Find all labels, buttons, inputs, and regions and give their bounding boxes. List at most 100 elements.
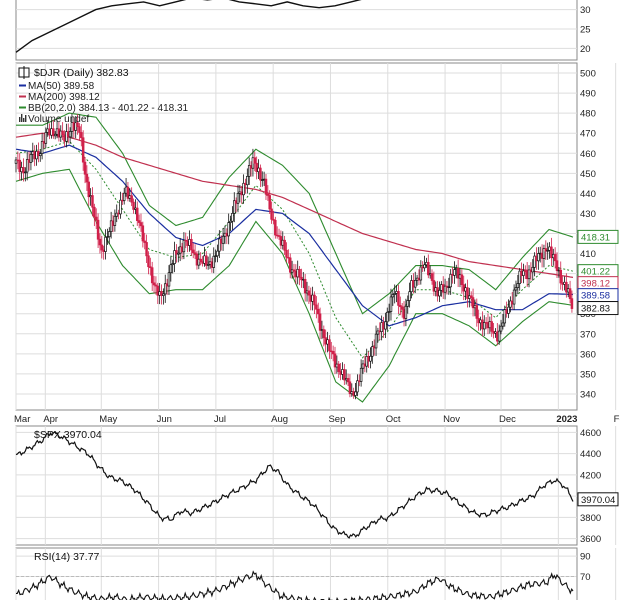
candle-body: [503, 309, 507, 324]
candle-body: [384, 321, 387, 330]
candle-body: [106, 236, 109, 238]
candle-body: [85, 173, 89, 183]
candle-body: [307, 290, 311, 296]
candle-body: [87, 181, 91, 198]
candle-body: [119, 199, 122, 215]
rsi-panel: 90 70: [15, 547, 617, 600]
candle-body: [497, 330, 501, 342]
price-y-tick-label: 440: [580, 189, 596, 200]
spx-line: [15, 431, 574, 539]
candle-body: [298, 268, 301, 278]
candle-body: [371, 346, 374, 357]
candle-body: [447, 286, 451, 289]
candle-body: [231, 212, 234, 222]
candle-body: [391, 294, 395, 298]
candle-body: [96, 219, 100, 240]
candle-body: [246, 175, 249, 186]
candle-body: [337, 363, 340, 372]
candle-body: [98, 238, 102, 246]
spx-value-tag-box: [577, 492, 619, 507]
candle-body: [173, 250, 176, 264]
candle-body: [456, 267, 460, 279]
candle-body: [449, 273, 452, 288]
candle-body: [24, 171, 27, 174]
candle-body: [242, 182, 245, 196]
candle-body: [93, 206, 96, 218]
top-y-tick-label: 30: [580, 5, 591, 16]
spx-label: $SPX 3970.04: [34, 429, 102, 441]
price-y-tick-label: 340: [580, 389, 596, 400]
candle-body: [475, 305, 479, 319]
candle-body: [399, 305, 402, 308]
price-value-tag-box: [577, 301, 619, 316]
price-y-tick-label: 500: [580, 69, 596, 80]
candle-body: [80, 132, 83, 139]
candle-body: [236, 193, 240, 204]
candle-body: [61, 130, 64, 136]
spx-y-tick-label: 4200: [580, 470, 601, 481]
candle-body: [419, 266, 423, 281]
spx-panel: 4600440042004000380036003970.04: [15, 425, 619, 546]
candle-body: [318, 313, 322, 331]
candle-body: [259, 167, 262, 181]
price-value-tag: 418.31: [581, 232, 610, 243]
candle-body: [354, 391, 357, 396]
price-y-tick-label: 360: [580, 349, 596, 360]
bb-lower-line: [15, 168, 574, 403]
candle-body: [356, 380, 359, 393]
candle-body: [91, 195, 94, 208]
volume-bars-icon: [25, 115, 27, 122]
price-x-tick-label: Dec: [499, 414, 516, 425]
candle-body: [190, 238, 193, 251]
candle-body: [483, 322, 486, 330]
candle-body: [546, 249, 549, 252]
candle-body: [471, 297, 475, 309]
candle-body: [292, 269, 296, 272]
candle-body: [212, 255, 215, 268]
candle-body: [408, 291, 411, 301]
ma200-line: [15, 132, 574, 278]
legend-ma200-label: MA(200) 398.12: [28, 92, 100, 103]
candle-body: [570, 298, 574, 309]
candle-body: [313, 294, 316, 306]
candle-body: [143, 240, 146, 243]
candle-body: [132, 201, 135, 210]
candle-body: [53, 133, 57, 137]
candle-body: [255, 162, 258, 173]
legend-ma50-label: MA(50) 389.58: [28, 81, 95, 92]
candle-body: [113, 215, 117, 226]
rsi-legend: RSI(14) 37.77: [34, 551, 100, 563]
candle-body: [333, 353, 337, 368]
candle-body: [266, 193, 270, 196]
candle-body: [555, 260, 559, 271]
candle-body: [94, 216, 98, 221]
candle-body: [206, 264, 210, 266]
candle-body: [182, 239, 186, 253]
candle-body: [191, 249, 195, 254]
candle-body: [300, 276, 303, 281]
candle-body: [108, 231, 111, 238]
candle-body: [369, 355, 372, 362]
candle-body: [154, 284, 158, 287]
price-value-tag: 401.22: [581, 267, 610, 278]
price-y-tick-label: 490: [580, 89, 596, 100]
candle-body: [169, 264, 173, 274]
price-x-tick-label: Sep: [328, 414, 345, 425]
price-y-tick-label: 370: [580, 329, 596, 340]
candle-body: [400, 306, 404, 310]
candle-body: [565, 281, 568, 293]
top-y-tick-label: 20: [580, 44, 591, 55]
candle-body: [316, 308, 320, 315]
candle-body: [553, 254, 557, 262]
candle-body: [501, 322, 505, 327]
candle-body: [522, 270, 525, 276]
candle-body: [205, 255, 208, 266]
rsi-y-tick-label: 70: [580, 572, 591, 583]
candle-body: [156, 285, 160, 296]
candle-body: [413, 279, 417, 288]
candle-body: [145, 242, 148, 257]
volume-bars-icon: [23, 118, 25, 122]
candle-body: [81, 137, 85, 163]
candle-body: [137, 220, 141, 223]
price-y-tick-label: 480: [580, 109, 596, 120]
